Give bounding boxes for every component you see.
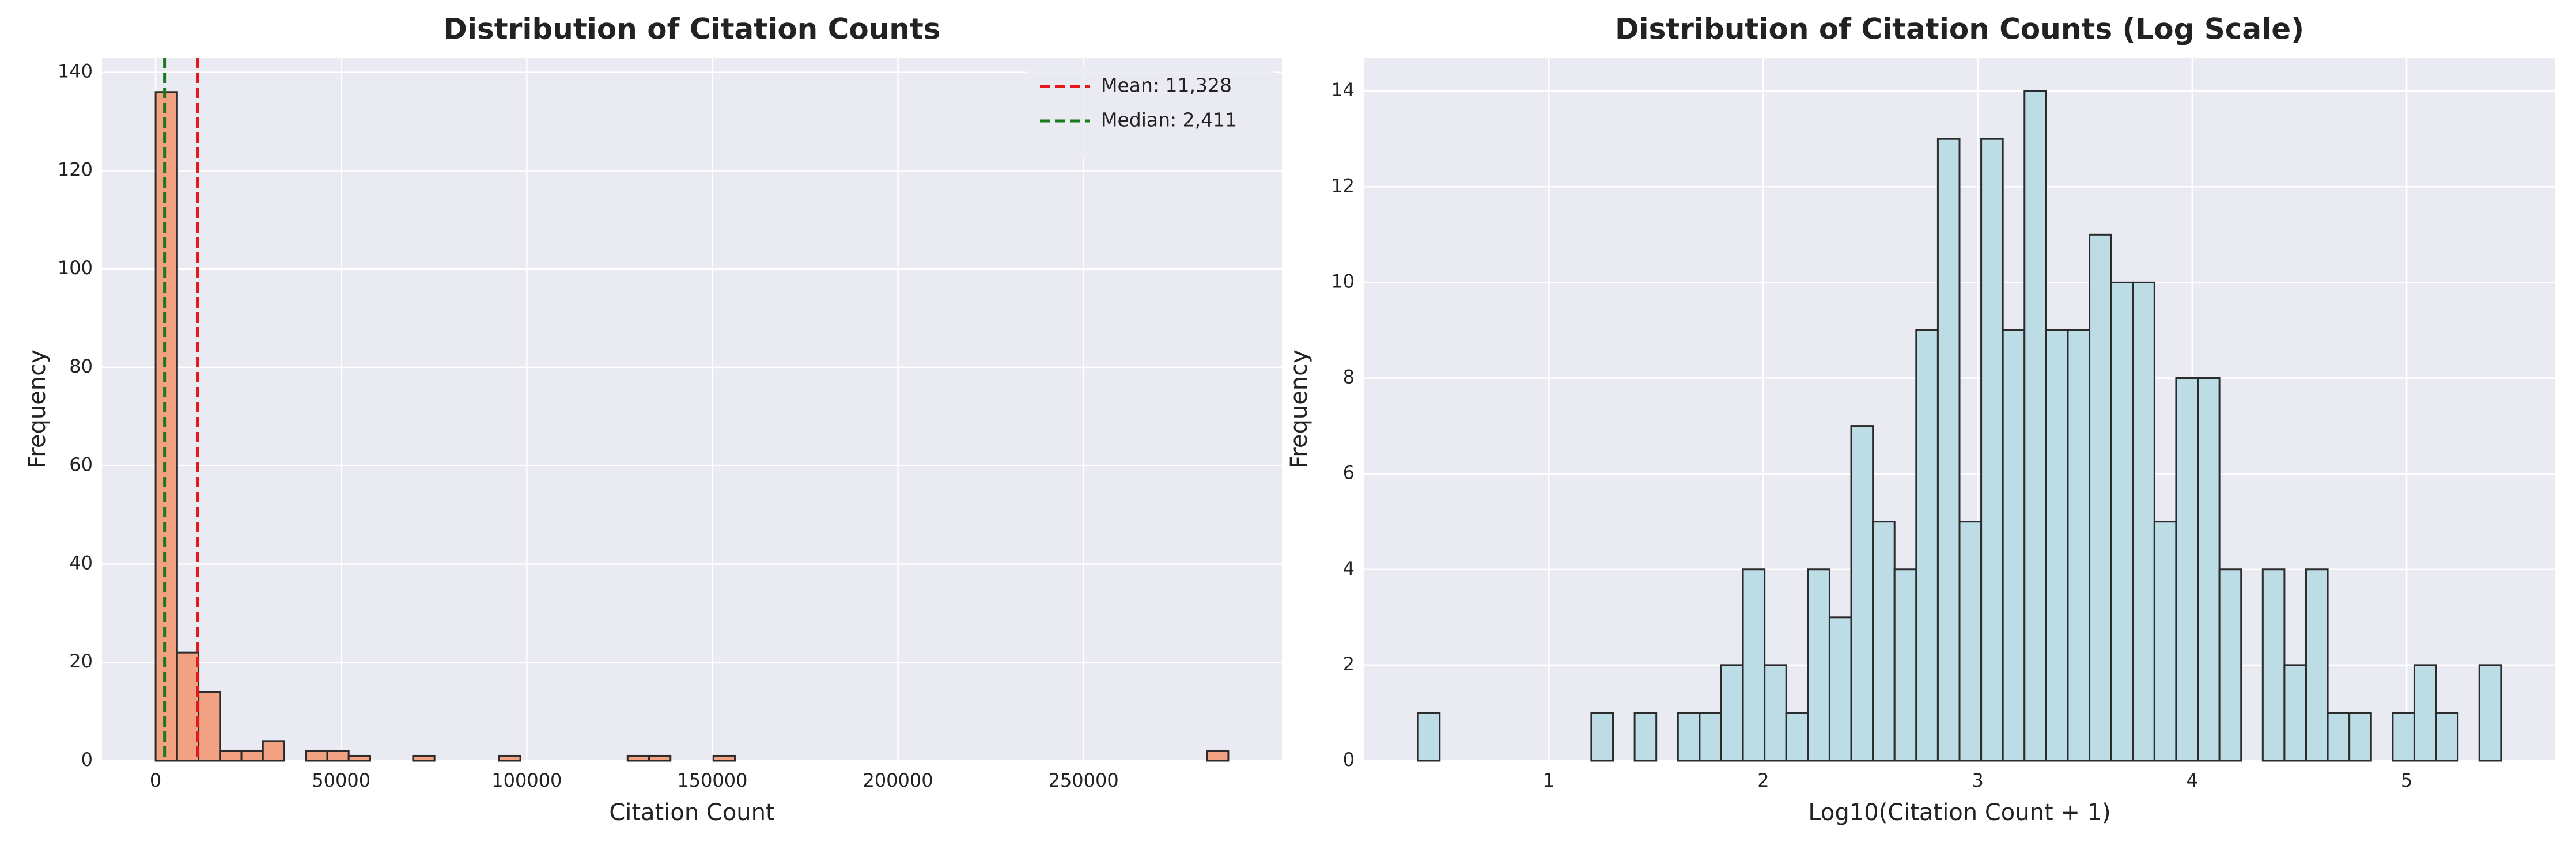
x-tick-label: 250000 <box>1049 769 1119 791</box>
bar <box>412 754 436 762</box>
y-tick-label: 120 <box>58 158 93 180</box>
bar <box>176 651 200 762</box>
y-axis-label: Frequency <box>1286 350 1312 469</box>
bar <box>347 754 371 762</box>
x-axis-label: Citation Count <box>609 799 774 826</box>
x-tick-label: 100000 <box>491 769 562 791</box>
bar <box>1417 712 1441 762</box>
y-tick-label: 2 <box>1343 653 1355 675</box>
bar <box>1699 712 1722 762</box>
x-tick-label: 50000 <box>312 769 370 791</box>
y-tick-label: 6 <box>1343 462 1355 484</box>
y-tick-label: 4 <box>1343 557 1355 579</box>
bar <box>154 91 178 762</box>
bar <box>2413 664 2437 762</box>
x-tick-label: 2 <box>1757 769 1769 791</box>
bar <box>2478 664 2502 762</box>
bar <box>2132 281 2155 762</box>
bar <box>712 754 736 762</box>
bar <box>1807 568 1830 762</box>
y-tick-label: 0 <box>1343 749 1355 771</box>
bar <box>2348 712 2372 762</box>
bar <box>305 750 328 762</box>
y-tick-label: 12 <box>1331 174 1355 196</box>
chart-title: Distribution of Citation Counts <box>443 13 940 46</box>
bar <box>219 750 243 762</box>
bar <box>2261 568 2286 762</box>
bar <box>1742 568 1766 762</box>
bar <box>1764 664 1787 762</box>
bar <box>2197 377 2221 762</box>
x-tick-label: 0 <box>150 769 161 791</box>
bar <box>1633 712 1658 762</box>
bar <box>626 754 650 762</box>
plot-background <box>102 58 1282 761</box>
x-axis-label: Log10(Citation Count + 1) <box>1808 799 2110 826</box>
bar <box>1785 712 1809 762</box>
bar <box>1850 425 1874 762</box>
bar <box>2002 329 2026 762</box>
bar <box>2327 712 2351 762</box>
bar <box>2067 329 2091 762</box>
bar <box>1872 521 1896 762</box>
y-tick-label: 40 <box>69 552 93 574</box>
legend-label: Median: 2,411 <box>1101 109 1237 131</box>
bar <box>1980 138 2004 762</box>
legend-box <box>1026 66 1274 158</box>
bar <box>1958 521 1983 762</box>
x-tick-label: 4 <box>2187 769 2198 791</box>
bar <box>1590 712 1614 762</box>
bar <box>2305 568 2329 762</box>
bar <box>262 740 286 762</box>
bar <box>2218 568 2242 762</box>
y-tick-label: 60 <box>69 454 93 476</box>
bar <box>498 754 521 762</box>
y-tick-label: 8 <box>1343 366 1355 388</box>
y-tick-label: 100 <box>58 257 93 279</box>
x-tick-label: 200000 <box>863 769 933 791</box>
bar <box>2110 281 2134 762</box>
bar <box>1936 138 1961 762</box>
bar <box>2283 664 2307 762</box>
x-tick-label: 1 <box>1543 769 1554 791</box>
bar <box>2089 233 2112 762</box>
y-tick-label: 20 <box>69 650 93 672</box>
bar <box>1720 664 1744 762</box>
y-tick-label: 140 <box>58 60 93 82</box>
bar <box>2435 712 2459 762</box>
bar <box>648 754 672 762</box>
bar <box>198 691 221 762</box>
bar <box>1915 329 1939 762</box>
bar <box>2023 90 2047 762</box>
x-tick-label: 5 <box>2401 769 2412 791</box>
y-axis-label: Frequency <box>24 350 51 469</box>
x-tick-label: 3 <box>1972 769 1983 791</box>
bar <box>2175 377 2199 762</box>
y-tick-label: 14 <box>1331 79 1355 101</box>
y-tick-label: 80 <box>69 355 93 377</box>
bar <box>326 750 350 762</box>
bar <box>2392 712 2415 762</box>
y-tick-label: 10 <box>1331 270 1355 292</box>
bar <box>2153 521 2177 762</box>
x-tick-label: 150000 <box>677 769 747 791</box>
bar <box>2045 329 2069 762</box>
y-tick-label: 0 <box>81 749 93 771</box>
chart-title: Distribution of Citation Counts (Log Sca… <box>1615 13 2304 46</box>
bar <box>1677 712 1701 762</box>
bar <box>1206 750 1230 762</box>
legend-label: Mean: 11,328 <box>1101 74 1232 97</box>
bar <box>1828 616 1852 762</box>
bar <box>240 750 264 762</box>
bar <box>1893 568 1917 762</box>
